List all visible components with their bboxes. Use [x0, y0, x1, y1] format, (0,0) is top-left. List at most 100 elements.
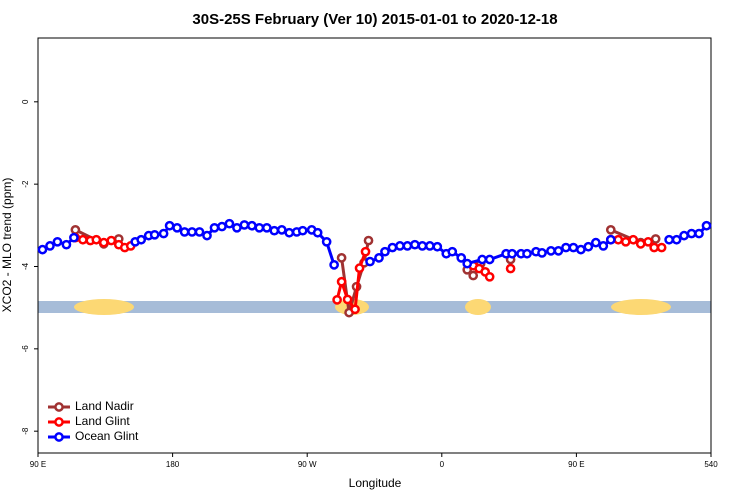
x-tick-label: 90 E: [30, 460, 46, 469]
legend-marker: [54, 402, 64, 412]
data-point: [447, 246, 458, 257]
data-point: [239, 220, 250, 230]
data-point: [484, 271, 495, 282]
data-point: [149, 229, 160, 240]
y-tick-label: -6: [21, 345, 30, 353]
data-point: [194, 227, 205, 237]
x-tick-label: 540: [704, 460, 718, 469]
data-point: [395, 241, 405, 251]
data-point: [45, 241, 55, 251]
data-point: [332, 294, 342, 305]
data-point: [620, 236, 631, 247]
land-mask-strip: [38, 299, 711, 315]
plot-frame: [37, 37, 712, 454]
x-tick-label: 90 W: [298, 460, 317, 469]
data-point: [694, 228, 704, 239]
data-point: [247, 220, 257, 231]
data-point: [477, 254, 488, 265]
data-point: [432, 241, 443, 252]
data-point: [664, 234, 674, 245]
data-point: [568, 242, 579, 253]
legend-label: Ocean Glint: [75, 429, 139, 443]
data-point: [628, 234, 639, 245]
data-point: [553, 246, 564, 256]
legend-marker: [54, 432, 64, 442]
data-point: [202, 230, 212, 241]
data-point: [106, 235, 117, 246]
land-patch: [465, 299, 491, 315]
data-point: [671, 234, 682, 245]
data-point: [329, 260, 339, 270]
land-patch: [74, 299, 134, 315]
x-tick-label: 90 E: [568, 460, 584, 469]
data-point: [342, 294, 353, 305]
data-point: [224, 218, 235, 229]
data-point: [61, 239, 72, 250]
data-point: [462, 258, 473, 269]
data-point: [232, 222, 242, 233]
chart-title: 30S-25S February (Ver 10) 2015-01-01 to …: [192, 11, 557, 28]
ocean-strip: [38, 301, 711, 313]
data-point: [321, 236, 332, 247]
land-patch: [611, 299, 671, 315]
y-tick-label: -8: [21, 427, 30, 435]
data-point: [656, 242, 667, 253]
data-point: [484, 254, 495, 265]
data-point: [37, 244, 48, 255]
data-point: [590, 237, 601, 248]
x-tick-label: 0: [440, 460, 445, 469]
data-point: [505, 263, 516, 274]
data-point: [360, 246, 371, 257]
data-point: [605, 225, 616, 235]
data-point: [70, 225, 81, 235]
data-point: [417, 241, 428, 251]
data-point: [387, 242, 398, 253]
y-tick-label: -2: [21, 180, 30, 188]
data-point: [380, 246, 390, 257]
data-point: [576, 244, 586, 255]
data-point: [605, 234, 616, 245]
data-point: [78, 234, 88, 245]
data-point: [254, 222, 265, 233]
data-point: [354, 263, 365, 273]
data-point: [679, 230, 689, 241]
data-point: [402, 241, 413, 251]
data-point: [187, 227, 197, 237]
data-point: [374, 253, 384, 263]
data-point: [164, 220, 175, 231]
data-point: [209, 222, 220, 233]
data-point: [365, 256, 375, 267]
data-point: [312, 227, 323, 238]
data-point: [69, 232, 79, 243]
data-point: [172, 222, 182, 233]
data-point: [363, 235, 374, 246]
data-point: [269, 225, 280, 236]
data-point: [52, 236, 63, 247]
y-axis-label: XCO2 - MLO trend (ppm): [0, 178, 14, 313]
data-point: [217, 221, 227, 232]
data-point: [507, 248, 517, 259]
data-point: [649, 242, 660, 253]
data-point: [136, 234, 147, 245]
data-point: [297, 225, 308, 236]
data-point: [561, 242, 571, 253]
data-point: [643, 236, 654, 247]
y-tick-label: -4: [21, 262, 30, 270]
data-point: [284, 227, 295, 238]
data-point: [336, 253, 347, 263]
data-point: [686, 228, 697, 239]
data-point: [158, 228, 169, 239]
data-point: [537, 248, 547, 258]
data-point: [424, 241, 435, 251]
data-point: [98, 237, 109, 248]
data-point: [650, 234, 661, 244]
data-point: [410, 239, 420, 250]
data-point: [91, 234, 102, 245]
data-point: [276, 225, 287, 235]
data-point: [350, 304, 360, 315]
data-point: [522, 248, 532, 259]
data-point: [179, 227, 190, 237]
data-point: [701, 220, 712, 231]
